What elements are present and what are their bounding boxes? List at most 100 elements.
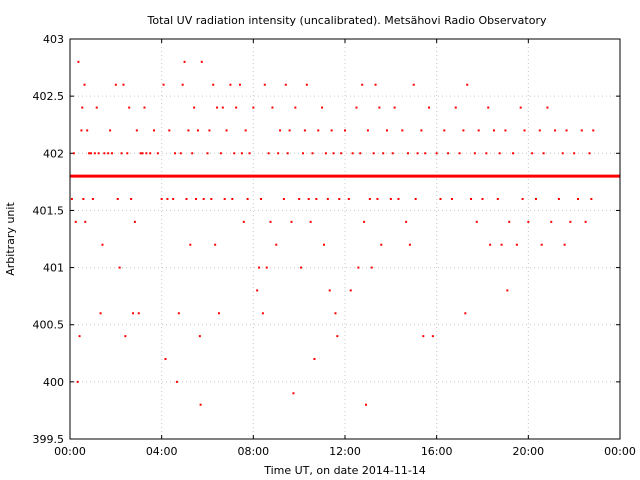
data-point — [363, 220, 366, 223]
data-point — [183, 60, 186, 63]
data-point — [393, 106, 396, 109]
data-point — [313, 358, 316, 360]
data-point — [83, 83, 86, 86]
data-point — [77, 60, 80, 63]
data-point — [145, 152, 148, 155]
data-point — [107, 152, 110, 155]
data-point — [193, 106, 196, 109]
data-point — [95, 106, 98, 109]
data-point — [365, 403, 368, 406]
data-point — [386, 129, 389, 132]
data-point — [330, 129, 333, 132]
data-point — [120, 152, 123, 155]
data-point — [279, 129, 282, 132]
data-point — [397, 198, 400, 200]
data-point — [229, 83, 232, 86]
data-point — [462, 129, 465, 132]
data-point — [515, 243, 518, 246]
data-point — [84, 220, 87, 223]
data-point — [408, 243, 411, 246]
data-point — [282, 198, 285, 200]
data-point — [118, 266, 121, 269]
data-point — [286, 152, 289, 155]
data-point — [328, 289, 331, 292]
data-point — [265, 266, 268, 269]
data-point — [216, 106, 219, 109]
data-point — [300, 266, 303, 269]
data-point — [210, 198, 213, 200]
data-point — [259, 198, 262, 200]
data-point — [344, 129, 346, 132]
y-tick-label: 399.5 — [33, 433, 65, 446]
data-point — [357, 266, 360, 269]
data-point — [317, 129, 320, 132]
grid-lines — [70, 39, 620, 439]
data-point — [179, 152, 182, 155]
data-point — [573, 152, 576, 155]
data-point — [565, 129, 568, 132]
data-point — [540, 243, 543, 246]
y-tick-label: 403 — [43, 33, 64, 46]
data-point — [252, 106, 255, 109]
data-point — [219, 152, 222, 155]
data-point — [498, 152, 501, 155]
data-point — [351, 152, 354, 155]
data-point — [500, 243, 503, 246]
x-axis-label: Time UT, on date 2014-11-14 — [263, 464, 426, 477]
data-point — [221, 106, 224, 109]
data-point — [109, 129, 112, 132]
data-point — [258, 266, 261, 269]
data-point — [508, 220, 511, 223]
data-point — [72, 152, 75, 155]
data-point — [557, 198, 560, 200]
data-point — [153, 129, 156, 132]
data-point — [454, 106, 457, 109]
data-point — [569, 220, 572, 223]
data-point — [458, 152, 461, 155]
data-point — [334, 312, 337, 315]
data-point — [277, 152, 280, 155]
data-point — [288, 129, 291, 132]
data-point — [198, 335, 201, 338]
data-point — [321, 106, 324, 109]
data-point — [114, 83, 117, 86]
data-point — [307, 198, 310, 200]
data-point — [86, 129, 89, 132]
data-point — [431, 335, 434, 338]
data-point — [162, 83, 165, 86]
data-point — [294, 106, 297, 109]
data-point — [81, 106, 84, 109]
data-point — [366, 129, 369, 132]
data-point — [214, 243, 217, 246]
data-point — [447, 152, 450, 155]
data-point — [588, 152, 591, 155]
data-point — [412, 83, 415, 86]
data-point — [546, 106, 549, 109]
data-point — [196, 129, 199, 132]
data-point — [130, 198, 133, 200]
data-point — [391, 152, 394, 155]
data-point — [439, 198, 442, 200]
data-point — [485, 152, 488, 155]
data-point — [101, 243, 104, 246]
data-point — [195, 198, 198, 200]
y-tick-label: 400 — [43, 376, 64, 389]
data-point — [521, 198, 524, 200]
data-point — [233, 152, 236, 155]
chart-title: Total UV radiation intensity (uncalibrat… — [147, 14, 547, 27]
data-point — [246, 198, 249, 200]
data-point — [554, 129, 557, 132]
data-point — [126, 152, 129, 155]
data-point — [76, 380, 79, 383]
x-tick-label: 08:00 — [237, 445, 269, 458]
data-point — [74, 220, 77, 223]
data-point — [137, 312, 140, 315]
data-point — [132, 312, 135, 315]
data-point — [561, 152, 564, 155]
data-point — [133, 220, 136, 223]
data-point — [359, 152, 362, 155]
data-point — [292, 392, 295, 395]
data-point — [389, 198, 392, 200]
data-point — [235, 106, 238, 109]
